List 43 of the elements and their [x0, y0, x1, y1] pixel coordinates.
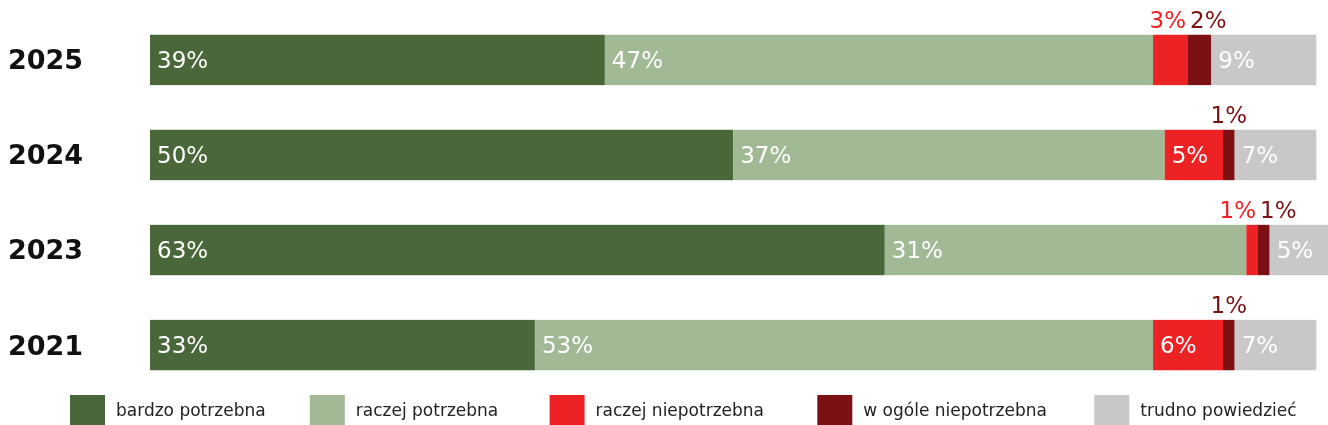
- data-label: 6%: [1160, 332, 1197, 359]
- bar: [733, 129, 1165, 181]
- data-label: 63%: [157, 237, 209, 264]
- legend-label: bardzo potrzebna: [116, 399, 266, 420]
- y-tick-label: 2023: [8, 234, 84, 266]
- data-label: 2%: [1190, 6, 1227, 33]
- data-label: 1%: [1210, 101, 1248, 128]
- bar: [150, 319, 535, 371]
- data-label: 39%: [157, 46, 209, 73]
- data-label: 53%: [541, 332, 594, 359]
- bar: [1246, 224, 1259, 276]
- bar: [1153, 34, 1189, 86]
- bar: [534, 319, 1154, 371]
- bar: [1258, 224, 1270, 276]
- bar: [1223, 129, 1235, 181]
- bar: [150, 34, 605, 86]
- data-label: 1%: [1219, 196, 1257, 223]
- data-label: 3%: [1149, 6, 1187, 33]
- y-tick-label: 2024: [8, 139, 84, 171]
- data-label: 50%: [157, 142, 209, 169]
- data-label: 47%: [611, 46, 663, 73]
- data-label: 1%: [1210, 291, 1248, 318]
- y-tick-label: 2025: [8, 44, 84, 76]
- data-label: 1%: [1260, 196, 1297, 223]
- data-label: 37%: [740, 142, 792, 169]
- legend-label: w ogóle niepotrzebna: [863, 399, 1047, 420]
- legend-label: raczej niepotrzebna: [595, 399, 765, 420]
- bar: [150, 129, 734, 181]
- bar: [150, 224, 885, 276]
- bar: [1188, 34, 1212, 86]
- bar: [1211, 34, 1317, 86]
- legend-label: trudno powiedzieć: [1140, 399, 1297, 420]
- bar: [1234, 129, 1317, 181]
- y-tick-label: 2021: [8, 329, 84, 361]
- bar: [604, 34, 1154, 86]
- bar: [1223, 319, 1235, 371]
- data-label: 5%: [1171, 142, 1209, 169]
- data-label: 31%: [891, 237, 943, 264]
- bar: [1153, 319, 1224, 371]
- bar: [1234, 319, 1317, 371]
- bar: [884, 224, 1247, 276]
- legend-label: raczej potrzebna: [355, 399, 499, 420]
- data-label: 33%: [157, 332, 209, 359]
